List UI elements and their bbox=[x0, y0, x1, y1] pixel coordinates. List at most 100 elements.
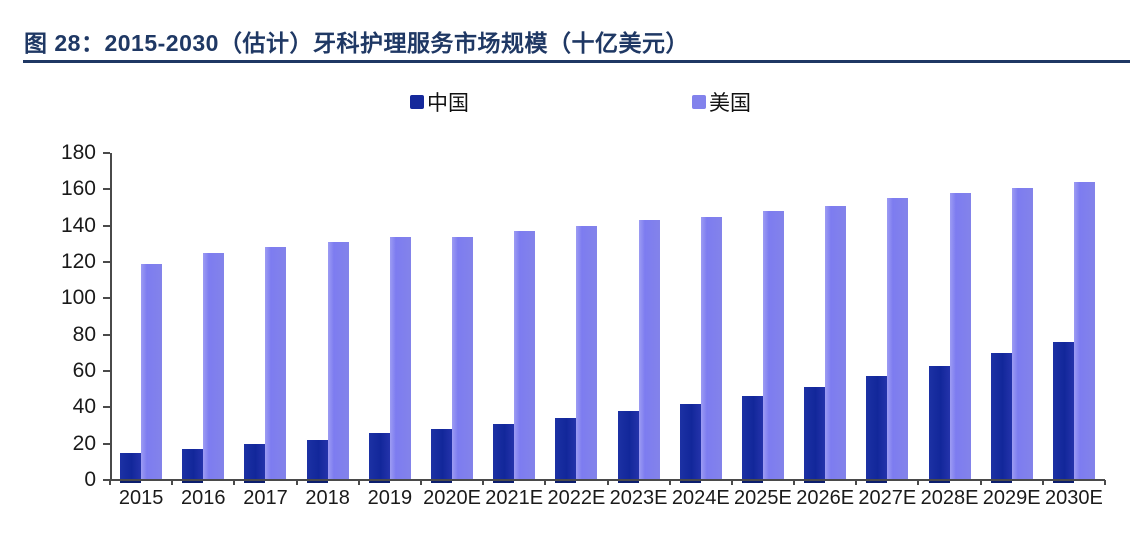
y-tick-label: 160 bbox=[60, 177, 96, 201]
x-tick bbox=[855, 480, 858, 485]
usa-swatch-icon bbox=[692, 95, 706, 109]
y-tick-label: 180 bbox=[60, 141, 96, 164]
bar-china-2021E bbox=[493, 423, 515, 483]
bar-group-2018 bbox=[297, 153, 359, 483]
y-tick-label: 140 bbox=[60, 213, 96, 237]
x-category-label: 2020E bbox=[423, 487, 481, 509]
bar-china-2020E bbox=[431, 429, 453, 483]
legend-label-usa: 美国 bbox=[709, 92, 751, 115]
y-tick-label: 0 bbox=[84, 468, 96, 491]
bar-china-2030E bbox=[1052, 341, 1074, 483]
x-tick bbox=[730, 480, 733, 485]
bar-usa-2017 bbox=[265, 247, 287, 480]
x-category-label: 2030E bbox=[1044, 487, 1103, 509]
bar-china-2024E bbox=[679, 403, 701, 483]
y-tick-label: 80 bbox=[72, 322, 96, 346]
x-tick bbox=[109, 480, 111, 485]
x-tick bbox=[233, 480, 236, 485]
bar-group-2025E bbox=[732, 153, 794, 483]
bar-china-2025E bbox=[741, 396, 763, 483]
x-category-label: 2026E bbox=[796, 487, 855, 509]
bar-group-2020E bbox=[421, 153, 483, 483]
y-tick bbox=[103, 261, 110, 263]
bar-usa-2025E bbox=[762, 211, 784, 480]
bar-group-2024E bbox=[670, 153, 732, 483]
bar-china-2015 bbox=[120, 452, 142, 483]
x-tick bbox=[357, 480, 360, 485]
bar-usa-2021E bbox=[514, 231, 536, 480]
x-category-label: 2022E bbox=[547, 487, 606, 509]
bar-china-2018 bbox=[306, 440, 328, 483]
x-category-label: 2021E bbox=[485, 487, 544, 509]
y-tick bbox=[103, 224, 110, 227]
bar-group-2027E bbox=[856, 153, 918, 483]
x-category-label: 2015 bbox=[118, 487, 164, 509]
y-tick bbox=[103, 479, 110, 481]
legend-item-china: 中国 bbox=[410, 90, 469, 115]
legend-item-usa: 美国 bbox=[692, 90, 751, 115]
bar-group-2026E bbox=[794, 153, 856, 483]
bar-usa-2015 bbox=[141, 263, 163, 480]
x-category-label: 2023E bbox=[609, 487, 668, 509]
y-tick-label: 100 bbox=[60, 286, 96, 310]
y-axis-line bbox=[110, 153, 112, 480]
title-rule bbox=[23, 60, 1130, 63]
bar-group-2022E bbox=[545, 153, 607, 483]
bar-group-2029E bbox=[981, 153, 1043, 483]
bar-usa-2022E bbox=[576, 225, 598, 480]
bar-china-2026E bbox=[804, 387, 826, 483]
y-tick bbox=[103, 333, 110, 336]
china-swatch-icon bbox=[410, 95, 424, 109]
x-category-label: 2029E bbox=[982, 487, 1041, 509]
y-tick bbox=[103, 297, 110, 300]
bar-usa-2026E bbox=[825, 205, 847, 480]
bar-group-2016 bbox=[172, 153, 234, 483]
bar-group-2019 bbox=[359, 153, 421, 483]
bar-usa-2027E bbox=[887, 198, 909, 480]
x-tick bbox=[793, 480, 796, 485]
y-tick-label: 60 bbox=[72, 359, 96, 382]
x-tick bbox=[419, 480, 422, 485]
x-category-label: 2028E bbox=[920, 487, 979, 509]
bar-group-2015 bbox=[110, 153, 172, 483]
bar-china-2019 bbox=[368, 432, 390, 483]
bar-china-2023E bbox=[617, 410, 639, 483]
bar-china-2016 bbox=[182, 449, 204, 483]
bar-group-2028E bbox=[918, 153, 980, 483]
bars-container bbox=[110, 153, 1105, 483]
x-category-label: 2025E bbox=[734, 487, 792, 509]
bar-usa-2028E bbox=[949, 192, 971, 480]
bar-group-2023E bbox=[608, 153, 670, 483]
y-tick-label: 40 bbox=[72, 395, 96, 419]
y-tick bbox=[103, 370, 110, 372]
x-tick bbox=[295, 480, 298, 485]
bar-usa-2030E bbox=[1073, 182, 1095, 480]
y-tick-label: 120 bbox=[60, 250, 96, 273]
x-category-label: 2016 bbox=[181, 487, 226, 509]
bar-china-2022E bbox=[555, 418, 577, 483]
x-tick bbox=[482, 480, 485, 485]
chart-legend: 中国 美国 bbox=[0, 90, 1146, 115]
bar-china-2029E bbox=[990, 352, 1012, 483]
bar-usa-2018 bbox=[327, 242, 349, 480]
bar-usa-2020E bbox=[452, 236, 474, 480]
x-category-label: 2024E bbox=[671, 487, 730, 509]
bar-china-2027E bbox=[866, 376, 888, 483]
x-tick bbox=[917, 480, 920, 485]
bar-china-2017 bbox=[244, 443, 266, 483]
x-tick bbox=[668, 480, 671, 485]
x-tick bbox=[544, 480, 547, 485]
x-axis-labels: 2015 2016 2017 2018 2019 2020E 2021E 2022E 2023E… bbox=[110, 487, 1105, 510]
y-tick bbox=[103, 152, 110, 154]
bar-usa-2016 bbox=[203, 252, 225, 480]
bar-usa-2023E bbox=[638, 220, 660, 480]
x-category-label: 2017 bbox=[243, 487, 288, 509]
y-tick bbox=[103, 406, 110, 409]
bar-china-2028E bbox=[928, 365, 950, 483]
figure-title: 图 28：2015-2030（估计）牙科护理服务市场规模（十亿美元） bbox=[24, 30, 689, 56]
y-tick bbox=[103, 442, 110, 445]
y-tick bbox=[103, 188, 110, 191]
x-tick bbox=[606, 480, 609, 485]
x-tick bbox=[1104, 480, 1106, 485]
